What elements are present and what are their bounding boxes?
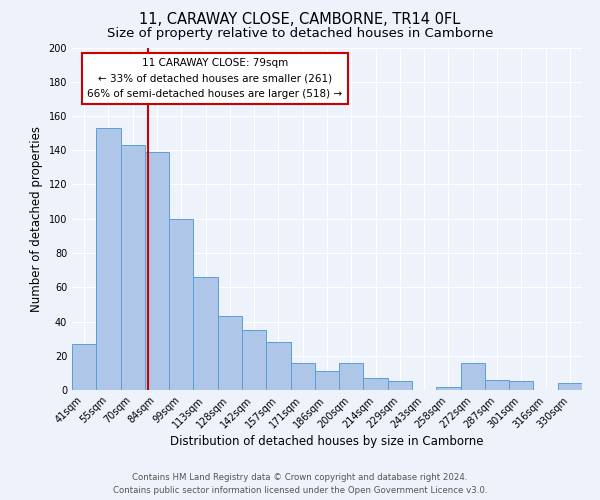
Bar — [290, 362, 315, 390]
Bar — [72, 344, 96, 390]
Y-axis label: Number of detached properties: Number of detached properties — [30, 126, 43, 312]
Bar — [96, 128, 121, 390]
Bar — [461, 362, 485, 390]
Bar — [145, 152, 169, 390]
Bar — [121, 145, 145, 390]
Text: Size of property relative to detached houses in Camborne: Size of property relative to detached ho… — [107, 28, 493, 40]
Bar — [266, 342, 290, 390]
Bar — [339, 362, 364, 390]
Bar — [364, 378, 388, 390]
Text: 11 CARAWAY CLOSE: 79sqm
← 33% of detached houses are smaller (261)
66% of semi-d: 11 CARAWAY CLOSE: 79sqm ← 33% of detache… — [87, 58, 343, 99]
Bar — [218, 316, 242, 390]
Text: Contains HM Land Registry data © Crown copyright and database right 2024.
Contai: Contains HM Land Registry data © Crown c… — [113, 474, 487, 495]
Bar — [558, 383, 582, 390]
Bar — [509, 382, 533, 390]
Bar — [169, 219, 193, 390]
Bar — [485, 380, 509, 390]
X-axis label: Distribution of detached houses by size in Camborne: Distribution of detached houses by size … — [170, 436, 484, 448]
Text: 11, CARAWAY CLOSE, CAMBORNE, TR14 0FL: 11, CARAWAY CLOSE, CAMBORNE, TR14 0FL — [139, 12, 461, 28]
Bar — [193, 277, 218, 390]
Bar — [436, 386, 461, 390]
Bar — [315, 371, 339, 390]
Bar — [242, 330, 266, 390]
Bar — [388, 382, 412, 390]
